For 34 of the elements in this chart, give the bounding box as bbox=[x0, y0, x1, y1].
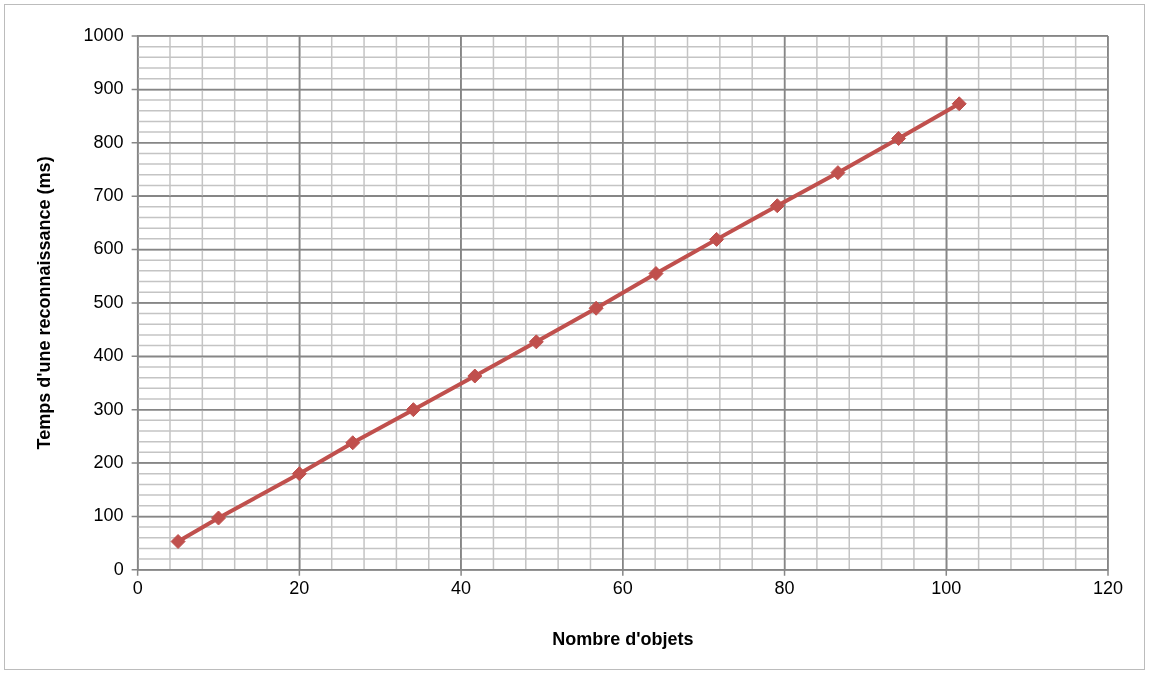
point bbox=[588, 300, 604, 316]
point bbox=[291, 466, 307, 482]
x-tick-label: 20 bbox=[289, 577, 310, 598]
x-axis-title: Nombre d'objets bbox=[552, 629, 694, 650]
point bbox=[769, 198, 785, 214]
x-tick-label: 120 bbox=[1092, 577, 1124, 598]
x-tick-label: 100 bbox=[931, 577, 962, 598]
y-tick-label: 500 bbox=[93, 291, 124, 312]
point bbox=[345, 435, 361, 451]
y-tick-label: 0 bbox=[113, 558, 124, 579]
point bbox=[170, 534, 186, 550]
y-tick-label: 400 bbox=[93, 345, 124, 366]
y-tick-label: 600 bbox=[93, 238, 124, 259]
y-tick-label: 1000 bbox=[83, 24, 124, 45]
y-tick-label: 200 bbox=[93, 452, 124, 473]
x-tick-label: 60 bbox=[612, 577, 633, 598]
y-axis-title: Temps d'une reconnaissance (ms) bbox=[33, 156, 54, 450]
point bbox=[211, 510, 227, 526]
y-tick-label: 100 bbox=[93, 505, 124, 526]
point bbox=[467, 368, 483, 384]
y-tick-label: 700 bbox=[93, 185, 124, 206]
y-tick-label: 300 bbox=[93, 398, 124, 419]
point bbox=[830, 165, 846, 181]
y-tick-label: 900 bbox=[93, 78, 124, 99]
point bbox=[891, 130, 907, 146]
point bbox=[709, 231, 725, 247]
y-tick-label: 800 bbox=[93, 131, 124, 152]
point bbox=[528, 334, 544, 350]
point bbox=[405, 402, 421, 418]
point bbox=[951, 96, 967, 112]
x-tick-label: 0 bbox=[132, 577, 143, 598]
x-tick-label: 80 bbox=[774, 577, 795, 598]
x-tick-label: 40 bbox=[451, 577, 472, 598]
point bbox=[648, 266, 664, 282]
